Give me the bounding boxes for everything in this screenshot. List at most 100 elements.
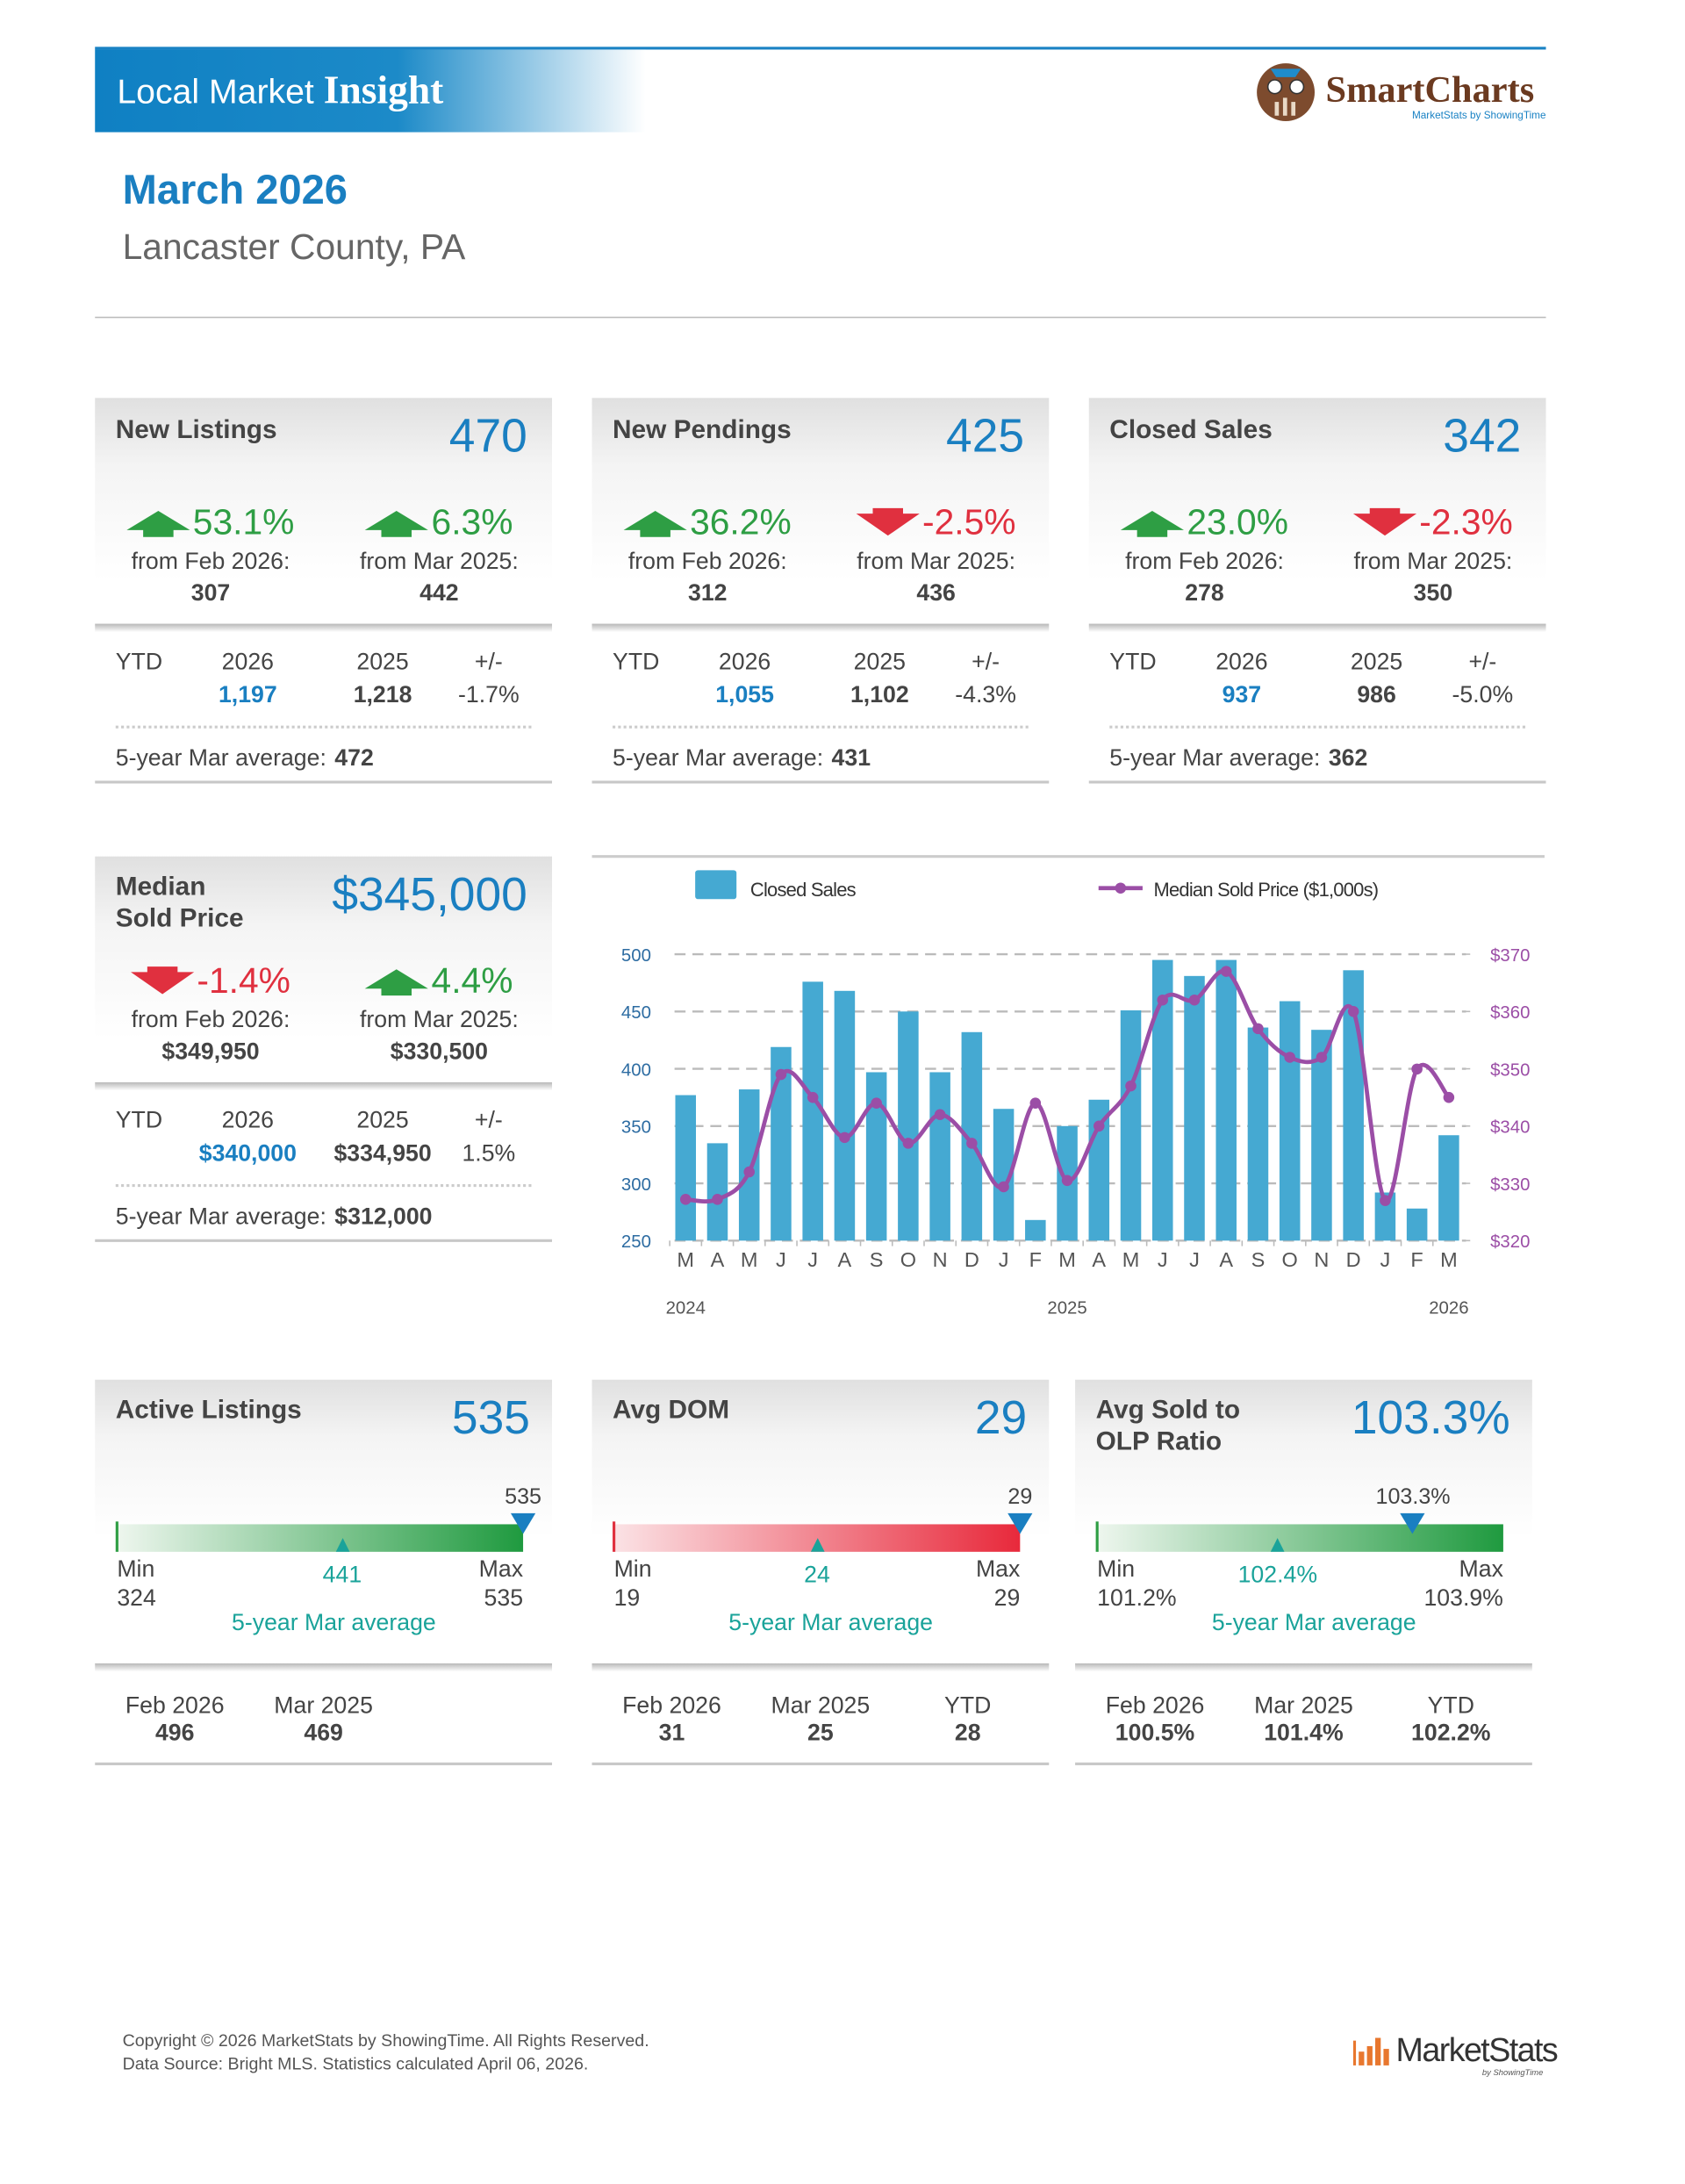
comparison-label: Mar 2025	[274, 1692, 373, 1719]
change-percent: 23.0%	[1187, 500, 1288, 543]
gauge-min-value: 19	[613, 1584, 641, 1612]
change-row: 23.0%	[1067, 501, 1343, 542]
gauge-average-label: 5-year Mar average	[232, 1609, 436, 1636]
arrow-shape	[365, 968, 429, 995]
logo-bar	[1366, 2045, 1373, 2065]
y2-tick-label: $320	[1490, 1232, 1530, 1252]
change-base: 312	[688, 579, 728, 607]
logo-hat	[1270, 68, 1301, 77]
legend-label: Median Sold Price ($1,000s)	[1153, 879, 1378, 901]
line-point	[998, 1181, 1009, 1193]
card-title: Median	[115, 873, 206, 902]
card-value: 535	[451, 1391, 530, 1445]
x-tick-label: J	[999, 1248, 1009, 1271]
comparison-label: Feb 2026	[1105, 1692, 1205, 1719]
gauge-average-label: 5-year Mar average	[1211, 1609, 1416, 1636]
line-point	[1061, 1175, 1073, 1187]
line-point	[1380, 1195, 1391, 1206]
card-value: 29	[974, 1391, 1028, 1445]
dotted-rule	[613, 725, 1029, 729]
card-title: New Listings	[115, 415, 277, 445]
x-tick-label: M	[741, 1248, 758, 1271]
footer-copyright: Copyright © 2026 MarketStats by ShowingT…	[122, 2030, 649, 2051]
ytd-value: $334,950	[333, 1139, 432, 1167]
change-row: 6.3%	[302, 501, 577, 542]
logo-eye	[1266, 79, 1283, 95]
card-header-bg	[592, 1379, 1050, 1667]
x-tick-label: J	[807, 1248, 818, 1271]
header-title-text: Local Market	[117, 73, 314, 112]
x-tick-label: A	[1092, 1248, 1106, 1271]
comparison-value: 28	[954, 1720, 981, 1746]
gauge-current-label: 29	[1007, 1485, 1033, 1510]
card-bottom-rule	[95, 1239, 553, 1242]
section-rule	[95, 316, 1546, 319]
bar	[802, 981, 823, 1241]
ytd-column: 2025	[853, 648, 906, 675]
ytd-label: YTD	[613, 648, 660, 675]
logo-eye	[1288, 79, 1305, 95]
change-percent: 53.1%	[192, 500, 295, 543]
gauge-max-value: 29	[993, 1584, 1021, 1612]
metric-card: Closed Sales 342 23.0% from Feb 2026: 278 -2.…	[1088, 398, 1546, 784]
change-percent: 36.2%	[690, 500, 792, 543]
change-percent: 4.4%	[431, 959, 513, 1002]
bar	[1215, 959, 1237, 1241]
comparison-value: 100.5%	[1115, 1720, 1195, 1746]
average-row: 5-year Mar average: 431	[613, 745, 871, 772]
arrow-up	[365, 510, 429, 536]
comparison-label: YTD	[944, 1692, 992, 1719]
report-period: March 2026	[122, 168, 348, 214]
x-tick-label: A	[838, 1248, 852, 1271]
gauge-average-value: 24	[804, 1561, 830, 1588]
comparison-value: 102.2%	[1411, 1720, 1491, 1746]
legend-swatch	[1115, 882, 1127, 894]
change-base: 278	[1185, 579, 1224, 607]
gauge-min-value: 101.2%	[1097, 1584, 1177, 1612]
change-from: from Feb 2026:	[131, 548, 290, 575]
line-point	[1347, 1006, 1359, 1017]
gauge-min-label: Min	[117, 1555, 155, 1583]
x-tick-label: J	[776, 1248, 786, 1271]
metric-card: Median Sold Price $345,000 -1.4% from Feb 20…	[95, 856, 553, 1242]
card-title: Active Listings	[115, 1396, 302, 1426]
line-point	[871, 1097, 882, 1109]
x-tick-label: M	[677, 1248, 694, 1271]
card-header-bg	[95, 398, 553, 627]
bar	[1438, 1135, 1459, 1241]
header-banner	[95, 49, 646, 133]
gauge-current-label: 535	[505, 1485, 541, 1510]
change-base: 442	[419, 579, 459, 607]
change-base: 436	[916, 579, 956, 607]
metric-card: New Listings 470 53.1% from Feb 2026: 307 6.3…	[95, 398, 553, 784]
y2-tick-label: $340	[1490, 1118, 1530, 1138]
logo-icon	[1257, 63, 1316, 122]
x-group-label: 2025	[1047, 1298, 1086, 1318]
change-percent: -1.4%	[197, 959, 290, 1002]
change-row: -2.5%	[799, 501, 1074, 542]
footer-logo-tagline: by ShowingTime	[1481, 2069, 1544, 2079]
change-from: from Mar 2025:	[359, 548, 519, 575]
x-tick-label: J	[1158, 1248, 1168, 1271]
comparison-value: 469	[304, 1720, 343, 1746]
dotted-rule	[1109, 725, 1526, 729]
card-divider	[95, 1081, 553, 1091]
bar	[675, 1095, 697, 1241]
x-tick-label: D	[964, 1248, 979, 1271]
comparison-value: 101.4%	[1264, 1720, 1344, 1746]
ytd-column: +/-	[474, 1107, 503, 1133]
x-tick-label: M	[1440, 1248, 1458, 1271]
header-rule	[95, 47, 1546, 50]
x-tick-label: S	[1251, 1248, 1266, 1271]
logo-bar	[1352, 2040, 1357, 2065]
arrow-up	[365, 968, 429, 995]
card-bottom-rule	[95, 780, 553, 784]
chart: 250 300 350 400 450 500 $320 $330 $340 $350 $360 $3…	[592, 855, 1545, 1318]
card-value: 425	[946, 410, 1025, 463]
comparison-label: Mar 2025	[1254, 1692, 1353, 1719]
arrow-shape	[126, 510, 190, 536]
x-tick-label: A	[711, 1248, 725, 1271]
line-point	[775, 1068, 787, 1081]
change-percent: 6.3%	[431, 500, 513, 543]
comparison-value: 25	[807, 1720, 834, 1746]
